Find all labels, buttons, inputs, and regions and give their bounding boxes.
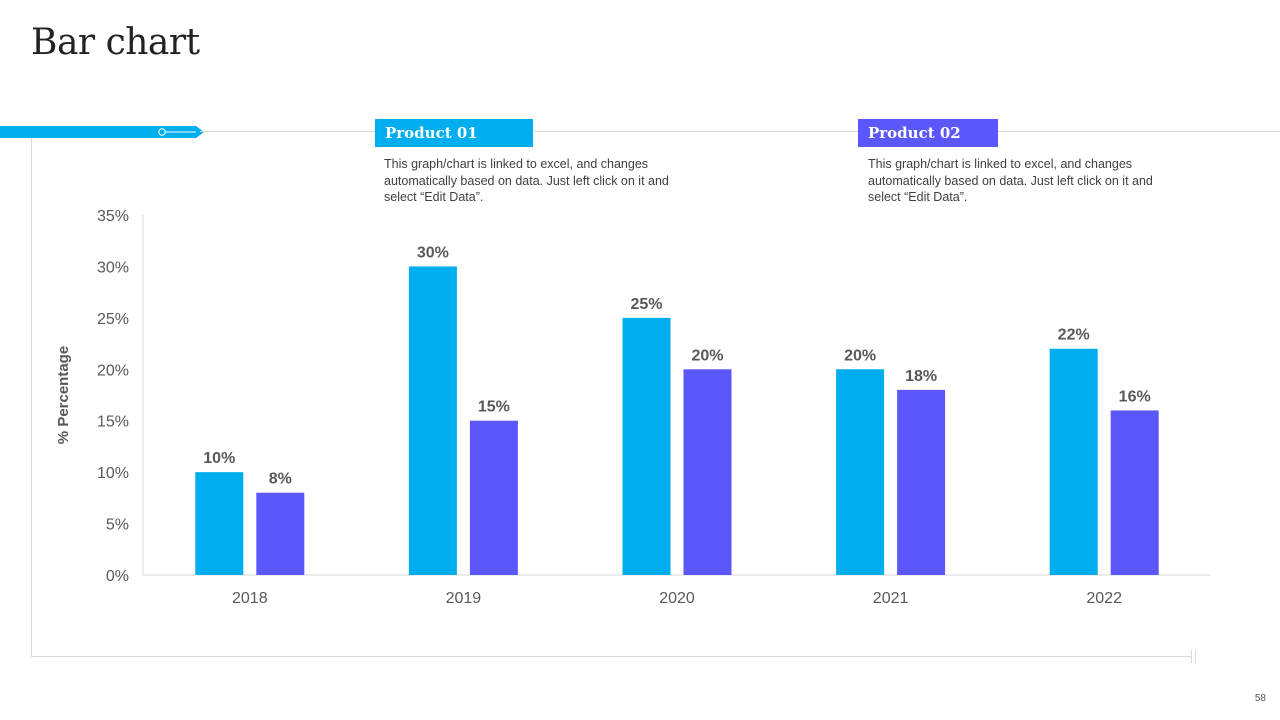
bar-product-02-2018 (256, 492, 305, 575)
y-axis-title: % Percentage (55, 346, 72, 444)
x-tick-label: 2021 (873, 590, 909, 607)
bar-product-01-2022 (1049, 348, 1098, 575)
data-label: 30% (417, 244, 449, 261)
accent-bar (0, 125, 204, 138)
y-tick-label: 20% (97, 362, 129, 379)
legend-product-02-label: Product 02 (858, 119, 998, 147)
accent-arrow-shape (0, 126, 204, 138)
page-number: 58 (1254, 693, 1266, 704)
frame-left-border (31, 138, 32, 656)
x-tick-label: 2022 (1086, 590, 1122, 607)
y-tick-label: 5% (106, 517, 129, 534)
bar-product-01-2018 (195, 472, 244, 575)
data-label: 20% (691, 347, 723, 364)
bar-product-02-2021 (897, 389, 946, 575)
bar-product-02-2022 (1110, 410, 1159, 575)
frame-bottom-border (31, 656, 1191, 657)
legend-product-01-description: This graph/chart is linked to excel, and… (384, 157, 669, 204)
bar-product-01-2019 (408, 266, 457, 575)
data-label: 10% (203, 450, 235, 467)
x-tick-label: 2020 (659, 590, 695, 607)
data-label: 8% (269, 471, 292, 488)
y-tick-label: 10% (97, 465, 129, 482)
y-tick-label: 25% (97, 311, 129, 328)
y-tick-label: 30% (97, 259, 129, 276)
y-tick-label: 35% (97, 208, 129, 225)
data-label: 20% (844, 347, 876, 364)
data-label: 18% (905, 368, 937, 385)
bar-product-02-2019 (469, 420, 518, 575)
x-tick-label: 2019 (446, 590, 482, 607)
bar-product-01-2021 (836, 369, 885, 575)
y-tick-label: 15% (97, 414, 129, 431)
data-label: 15% (478, 399, 510, 416)
header-divider (200, 131, 1280, 132)
frame-end-tick (1195, 650, 1196, 663)
frame-end-tick (1191, 650, 1192, 663)
legend-product-02-description: This graph/chart is linked to excel, and… (868, 157, 1153, 204)
data-label: 16% (1119, 388, 1151, 405)
legend-product-01-label: Product 01 (375, 119, 533, 147)
x-tick-label: 2018 (232, 590, 268, 607)
slide-title: Bar chart (31, 22, 200, 63)
bar-product-02-2020 (683, 369, 732, 575)
data-label: 22% (1058, 327, 1090, 344)
y-tick-label: 0% (106, 568, 129, 585)
bar-product-01-2020 (622, 317, 671, 575)
data-label: 25% (630, 296, 662, 313)
